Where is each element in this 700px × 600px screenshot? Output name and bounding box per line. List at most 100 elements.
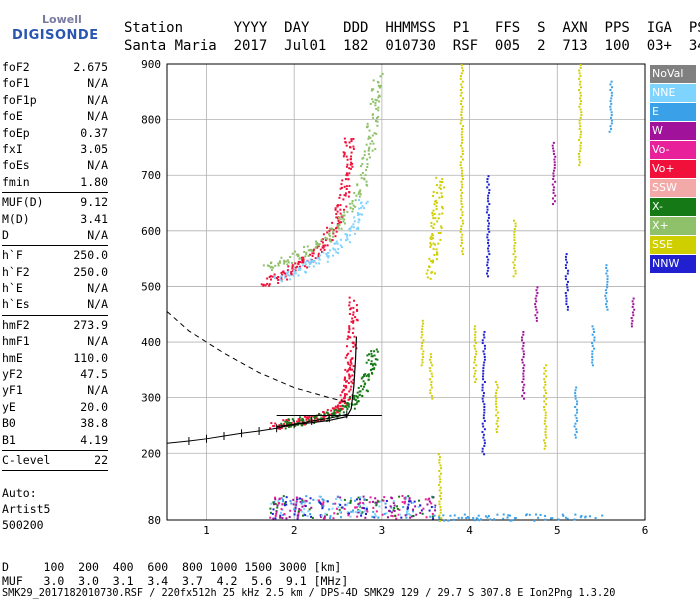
streak-point [610, 91, 613, 94]
echo-point [431, 259, 434, 262]
cluster-point [295, 503, 298, 506]
cluster-point [341, 506, 344, 509]
cluster-point [377, 500, 380, 503]
echo-point [375, 117, 378, 120]
streak-point [483, 408, 486, 411]
streak-point [460, 116, 463, 119]
cluster-point [331, 507, 334, 510]
streak-point [565, 303, 568, 306]
echo-point [343, 137, 346, 140]
echo-point [284, 427, 287, 430]
cluster-point [274, 498, 277, 501]
echo-point [277, 427, 280, 430]
streak-point [564, 292, 567, 294]
param-value: 9.12 [80, 195, 108, 210]
cluster-point [354, 511, 357, 514]
streak-point [486, 236, 489, 239]
cluster-point [281, 500, 284, 503]
echo-point [334, 242, 337, 245]
cluster-point [386, 516, 389, 519]
echo-point [334, 405, 337, 408]
echo-point [344, 368, 347, 371]
streak-point [428, 367, 431, 370]
echo-point [443, 519, 446, 522]
echo-point [332, 232, 335, 235]
cluster-point [362, 495, 365, 498]
cluster-point [408, 498, 411, 501]
cluster-point [364, 512, 367, 515]
streak-point [483, 419, 486, 422]
streak-point [461, 219, 464, 222]
streak-point [534, 314, 537, 317]
echo-point [373, 367, 376, 370]
cluster-point [385, 499, 388, 502]
echo-point [280, 426, 283, 429]
echo-point [299, 416, 302, 419]
param-value: N/A [87, 158, 108, 173]
streak-point [552, 191, 555, 194]
streak-point [487, 239, 490, 242]
echo-point [328, 239, 331, 242]
streak-point [514, 222, 517, 225]
echo-point [341, 391, 344, 394]
echo-point [356, 308, 359, 311]
echo-point [305, 418, 308, 421]
echo-point [342, 411, 345, 414]
legend: NoVal NNE E W Vo- Vo+ SSW X- X+ SSE NNW [650, 65, 696, 274]
echo-point [304, 255, 307, 258]
echo-point [310, 249, 313, 252]
cluster-point [384, 502, 387, 505]
echo-point [315, 245, 318, 248]
echo-point [340, 398, 343, 401]
streak-point [472, 367, 475, 370]
echo-point [294, 272, 297, 275]
echo-point [343, 377, 346, 380]
cluster-point [373, 516, 376, 519]
echo-point [544, 514, 547, 517]
param-label: foF1 [2, 76, 30, 91]
streak-point [552, 189, 555, 192]
echo-point [328, 233, 331, 236]
echo-point [314, 246, 317, 249]
param-row: B0 38.8 [2, 416, 108, 432]
param-label: fxI [2, 141, 23, 156]
streak-point [580, 130, 583, 133]
streak-point [606, 278, 609, 281]
echo-point [343, 376, 346, 379]
cluster-point [359, 509, 362, 512]
cluster-point [355, 498, 358, 501]
echo-point [349, 366, 352, 369]
echo-point [286, 263, 289, 266]
echo-point [368, 129, 371, 132]
streak-point [609, 83, 612, 86]
echo-point [298, 420, 301, 423]
param-label: hmF2 [2, 317, 30, 332]
cluster-point [282, 498, 285, 501]
cluster-point [374, 513, 377, 516]
cluster-point [297, 514, 300, 517]
cluster-point [422, 507, 425, 510]
streak-point [485, 211, 488, 214]
cluster-point [359, 496, 362, 499]
streak-point [513, 236, 516, 239]
echo-point [369, 136, 372, 139]
echo-point [338, 413, 341, 416]
streak-point [591, 353, 594, 356]
cluster-point [322, 501, 325, 504]
cluster-point [296, 497, 299, 500]
echo-point [294, 269, 297, 272]
echo-point [360, 177, 363, 180]
echo-point [377, 84, 380, 87]
streak-point [483, 353, 486, 356]
param-separator [2, 245, 108, 247]
echo-point [332, 411, 335, 414]
echo-point [347, 382, 350, 385]
echo-point [296, 423, 299, 426]
echo-point [428, 257, 431, 260]
cluster-point [275, 512, 278, 515]
streak-point [461, 150, 464, 153]
cluster-point [304, 501, 307, 504]
echo-point [272, 266, 275, 269]
echo-point [338, 216, 341, 219]
streak-point [580, 100, 583, 103]
